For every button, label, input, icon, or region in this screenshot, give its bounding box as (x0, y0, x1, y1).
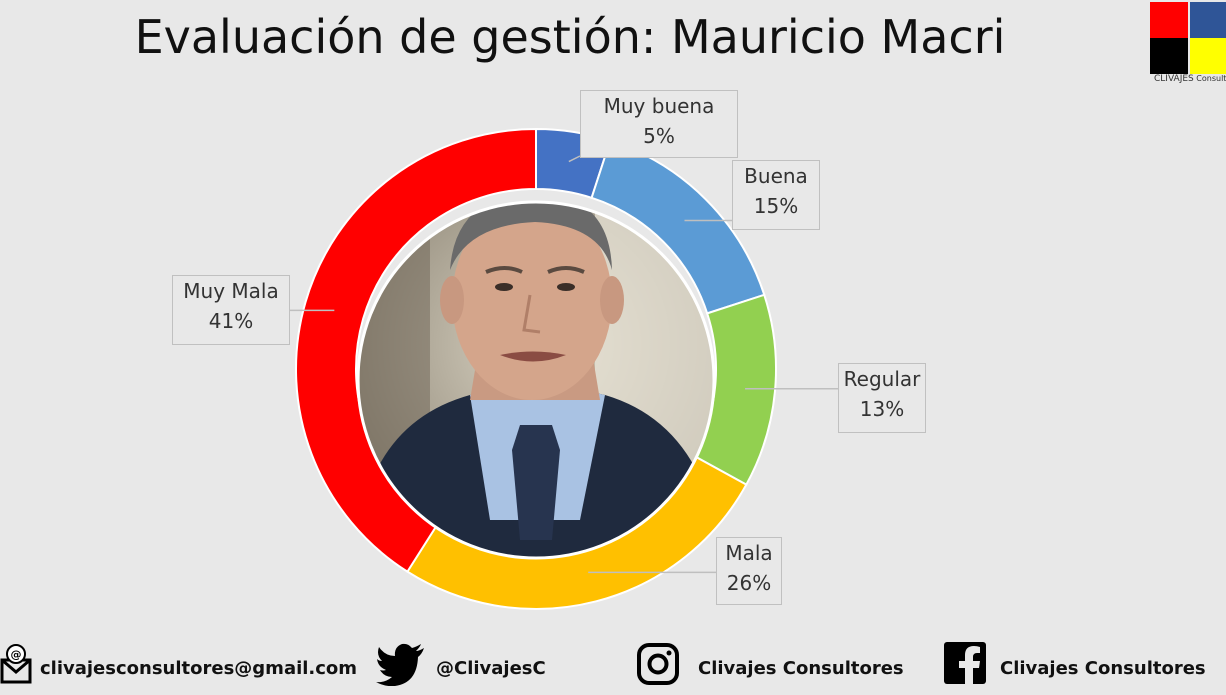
facebook-icon (944, 642, 986, 684)
page-title: Evaluación de gestión: Mauricio Macri (134, 10, 1006, 64)
clivajes-logo: CLIVAJES Consultores (1142, 2, 1226, 88)
logo-square-black (1150, 38, 1188, 74)
leader-muy-buena (568, 155, 581, 163)
label-value: 41% (208, 309, 254, 333)
logo-square-red (1150, 2, 1188, 38)
label-category: Regular (843, 367, 921, 391)
logo-sub: Consultores (1196, 74, 1226, 83)
email-icon: @ (0, 644, 32, 684)
label-category: Muy Mala (183, 279, 279, 303)
label-muy-mala: Muy Mala 41% (172, 275, 290, 345)
label-regular: Regular 13% (838, 363, 926, 433)
label-value: 5% (643, 124, 675, 148)
facebook-label: Clivajes Consultores (1000, 658, 1206, 679)
twitter-label: @ClivajesC (436, 658, 546, 679)
label-muy-buena: Muy buena 5% (580, 90, 738, 158)
label-category: Mala (725, 541, 773, 565)
label-value: 15% (753, 194, 799, 218)
logo-square-blue (1190, 2, 1226, 38)
instagram-label: Clivajes Consultores (698, 658, 904, 679)
logo-text: CLIVAJES Consultores (1154, 74, 1226, 84)
label-value: 26% (726, 571, 772, 595)
label-value: 13% (859, 397, 905, 421)
twitter-icon (376, 643, 424, 686)
logo-square-yellow (1190, 38, 1226, 74)
label-mala: Mala 26% (716, 537, 782, 605)
footer: @ clivajesconsultores@gmail.com @Clivaje… (0, 638, 1226, 695)
email-label: clivajesconsultores@gmail.com (40, 658, 358, 679)
label-buena: Buena 15% (732, 160, 820, 230)
instagram-icon (637, 643, 679, 685)
svg-text:@: @ (11, 648, 22, 661)
label-category: Buena (744, 164, 808, 188)
label-category: Muy buena (603, 94, 715, 118)
logo-name: CLIVAJES (1154, 74, 1194, 84)
